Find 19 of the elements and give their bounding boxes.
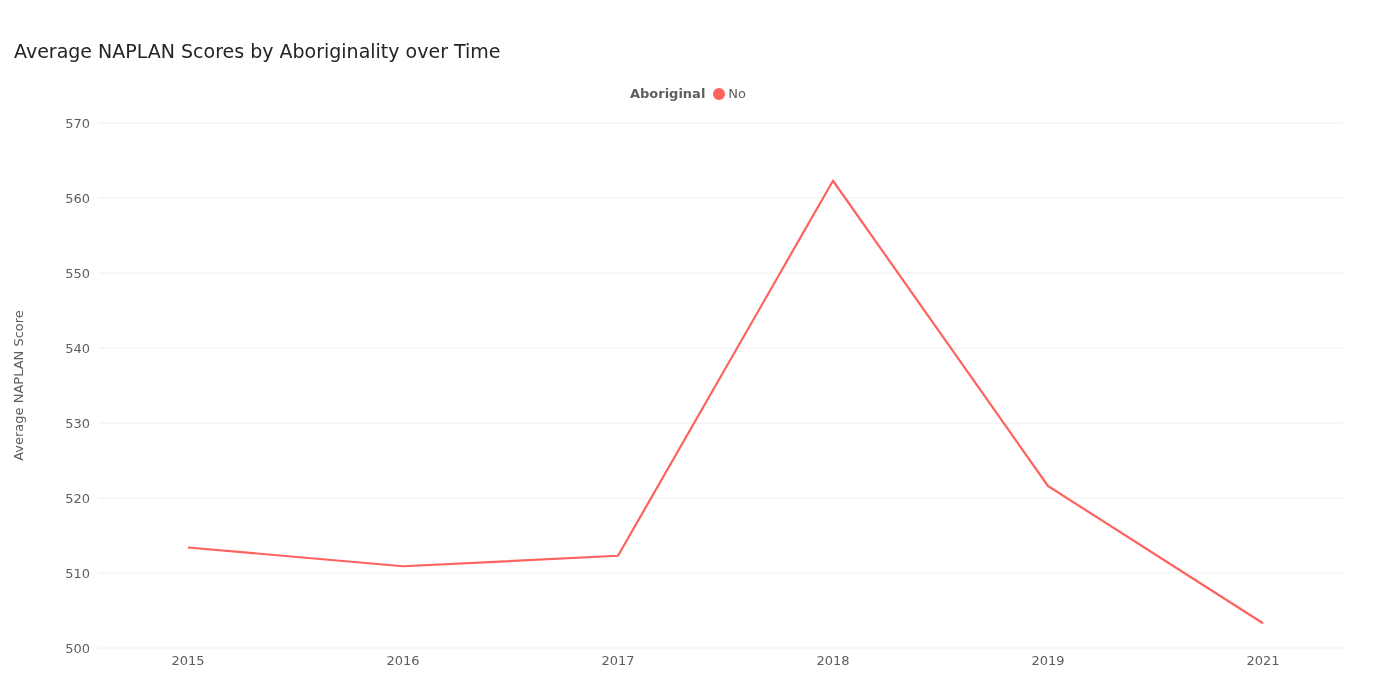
legend-label: No: [727, 86, 747, 101]
y-tick-label: 520: [65, 490, 90, 506]
y-tick-label: 560: [65, 190, 90, 206]
x-tick-label: 2017: [601, 653, 635, 669]
y-tick-label: 510: [65, 565, 90, 581]
x-tick-label: 2019: [1031, 653, 1065, 669]
y-tick-label: 530: [65, 415, 90, 431]
line-series: [186, 179, 1265, 625]
legend-title: Aboriginal: [629, 86, 706, 101]
chart-title: Average NAPLAN Scores by Aboriginality over Time: [14, 40, 501, 62]
y-tick-label: 540: [65, 340, 90, 356]
y-axis-title: Average NAPLAN Score: [10, 310, 26, 461]
x-tick-label: 2015: [171, 653, 205, 669]
x-tick-label: 2021: [1246, 653, 1280, 669]
y-tick-label: 500: [65, 640, 90, 656]
x-tick-label: 2018: [816, 653, 850, 669]
y-tick-label: 570: [65, 115, 90, 131]
y-tick-label: 550: [65, 265, 90, 281]
x-tick-label: 2016: [386, 653, 420, 669]
